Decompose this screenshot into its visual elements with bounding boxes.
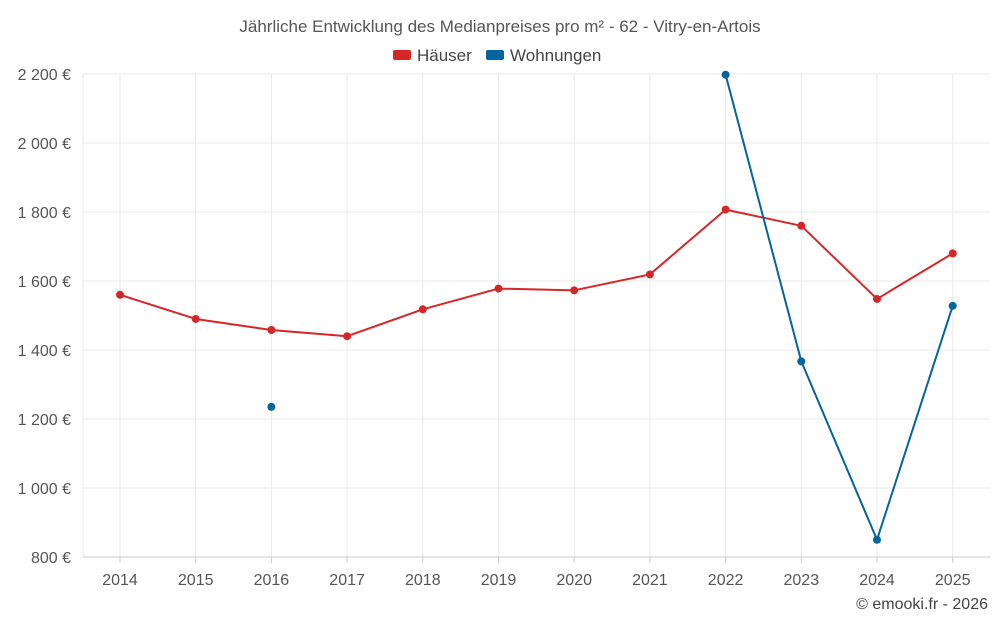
- data-point-haeuser[interactable]: [570, 286, 579, 295]
- data-point-haeuser[interactable]: [645, 270, 654, 279]
- y-tick-label: 1 800 €: [18, 205, 71, 222]
- series: [116, 70, 957, 544]
- data-point-wohnungen[interactable]: [721, 70, 730, 79]
- x-tick-label: 2016: [254, 572, 290, 589]
- data-point-haeuser[interactable]: [873, 294, 881, 303]
- data-point-wohnungen[interactable]: [797, 357, 806, 366]
- legend: Häuser Wohnungen: [393, 46, 601, 65]
- data-point-haeuser[interactable]: [494, 284, 503, 293]
- series-wohnungen: [267, 70, 957, 544]
- x-tick-label: 2021: [632, 572, 668, 589]
- x-tick-label: 2025: [935, 572, 971, 589]
- y-tick-label: 2 200 €: [18, 67, 71, 84]
- legend-item-wohnungen[interactable]: Wohnungen: [486, 46, 601, 65]
- x-tick-label: 2018: [405, 572, 441, 589]
- data-point-wohnungen[interactable]: [948, 301, 957, 310]
- grid: [83, 73, 990, 557]
- x-tick-label: 2020: [556, 572, 592, 589]
- y-tick-label: 1 000 €: [18, 481, 71, 498]
- legend-swatch-wohnungen: [486, 50, 504, 60]
- y-tick-label: 1 400 €: [18, 343, 71, 360]
- axes: 800 € 1 000 € 1 200 € 1 400 € 1 600 € 1 800 €…: [18, 67, 990, 589]
- x-tick-label: 2022: [708, 572, 744, 589]
- data-point-haeuser[interactable]: [418, 305, 427, 314]
- y-tick-label: 800 €: [31, 550, 71, 567]
- y-tick-label: 1 200 €: [18, 412, 71, 429]
- x-tick-label: 2024: [859, 572, 895, 589]
- data-point-wohnungen[interactable]: [267, 402, 276, 411]
- data-point-haeuser[interactable]: [267, 325, 276, 334]
- data-point-haeuser[interactable]: [343, 332, 352, 341]
- series-haeuser: [116, 205, 957, 341]
- legend-label-wohnungen: Wohnungen: [510, 46, 601, 65]
- data-point-haeuser[interactable]: [116, 290, 124, 299]
- data-point-haeuser[interactable]: [948, 249, 957, 258]
- series-line-wohnungen: [724, 74, 954, 541]
- x-tick-label: 2017: [329, 572, 365, 589]
- legend-swatch-haeuser: [393, 50, 411, 60]
- data-point-wohnungen[interactable]: [873, 535, 881, 544]
- y-tick-label: 1 600 €: [18, 274, 71, 291]
- x-tick-label: 2023: [784, 572, 820, 589]
- series-line-haeuser: [119, 208, 954, 338]
- legend-label-haeuser: Häuser: [417, 46, 472, 65]
- x-tick-label: 2015: [178, 572, 214, 589]
- x-tick-label: 2014: [102, 572, 138, 589]
- legend-item-haeuser[interactable]: Häuser: [393, 46, 472, 65]
- data-point-haeuser[interactable]: [191, 314, 200, 323]
- y-tick-label: 2 000 €: [18, 136, 71, 153]
- data-point-haeuser[interactable]: [797, 221, 806, 230]
- credit-text: © emooki.fr - 2026: [856, 596, 988, 613]
- chart-title: Jährliche Entwicklung des Medianpreises …: [239, 17, 760, 36]
- data-point-haeuser[interactable]: [721, 205, 730, 214]
- x-tick-label: 2019: [481, 572, 517, 589]
